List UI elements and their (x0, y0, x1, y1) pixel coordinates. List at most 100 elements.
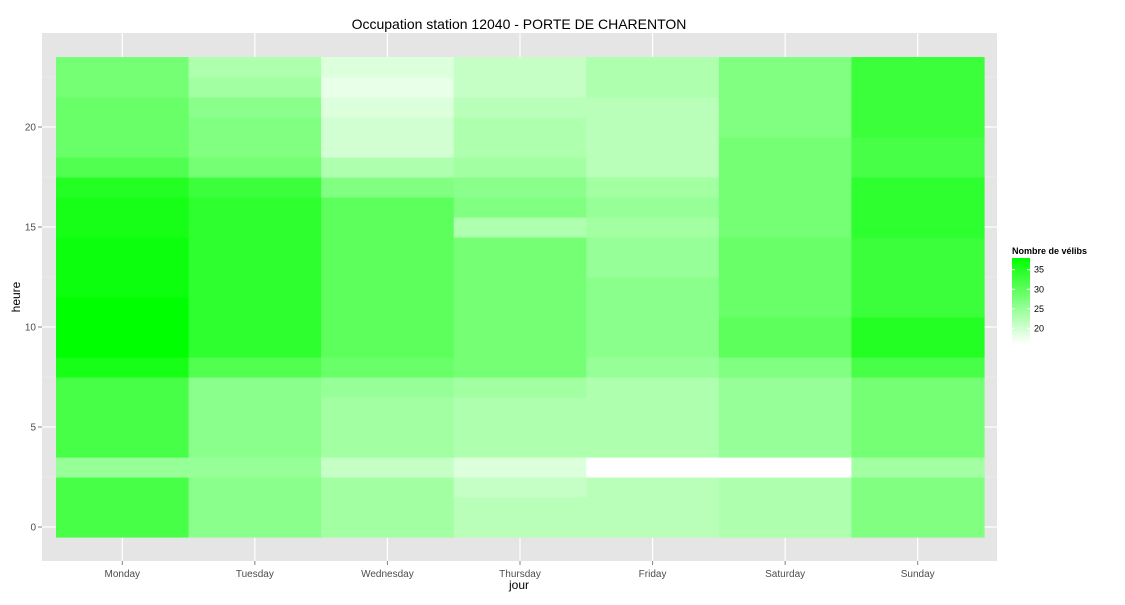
heatmap-cell (56, 397, 190, 418)
heatmap-cell (851, 217, 985, 238)
x-tick-label: Tuesday (236, 569, 274, 580)
heatmap-cell (188, 497, 322, 518)
y-tick-label: 20 (25, 123, 37, 134)
heatmap-cell (56, 317, 190, 338)
heatmap-cell (586, 77, 720, 98)
heatmap-cell (718, 477, 853, 498)
heatmap-cell (851, 77, 985, 98)
heatmap-cell (718, 337, 853, 358)
heatmap-cell (718, 377, 853, 398)
heatmap-cell (586, 237, 720, 258)
heatmap-cell (188, 77, 322, 98)
heatmap-cell (321, 177, 455, 198)
heatmap-cell (56, 377, 190, 398)
heatmap-cell (56, 457, 190, 478)
heatmap-cell (321, 77, 455, 98)
heatmap-cell (851, 257, 985, 278)
y-axis: 0 5 10 15 20 (25, 123, 42, 534)
heatmap-cell (718, 117, 853, 138)
heatmap-cell (718, 217, 853, 238)
heatmap-cell (56, 497, 190, 518)
x-tick-label: Wednesday (361, 569, 414, 580)
heatmap-cell (586, 137, 720, 158)
heatmap-cell (56, 157, 190, 178)
heatmap-cell (56, 97, 190, 118)
heatmap-cell (188, 137, 322, 158)
heatmap-cell (586, 477, 720, 498)
heatmap-cell (718, 317, 853, 338)
heatmap-cell (851, 297, 985, 318)
heatmap-cell (321, 277, 455, 298)
heatmap-cell (321, 297, 455, 318)
heatmap-cell (851, 397, 985, 418)
heatmap-cell (321, 377, 455, 398)
heatmap-cell (453, 437, 587, 458)
heatmap-cell (188, 117, 322, 138)
heatmap-cell (321, 477, 455, 498)
heatmap-cell (56, 57, 190, 78)
heatmap-cell (851, 137, 985, 158)
heatmap-cell (56, 357, 190, 378)
heatmap-cell (321, 217, 455, 238)
y-tick-label: 15 (25, 223, 37, 234)
heatmap-cell (718, 437, 853, 458)
heatmap-cell (453, 57, 587, 78)
heatmap-cell (718, 497, 853, 518)
heatmap-cell (586, 517, 720, 538)
heatmap-cell (718, 397, 853, 418)
heatmap-cell (321, 117, 455, 138)
heatmap-cell (586, 117, 720, 138)
legend-tick-label: 20 (1034, 323, 1044, 333)
heatmap-cell (56, 477, 190, 498)
heatmap-cell (718, 157, 853, 178)
heatmap-cell (453, 317, 587, 338)
heatmap-cell (718, 97, 853, 118)
heatmap-cell (453, 477, 587, 498)
heatmap-cell (321, 197, 455, 218)
heatmap-cell (321, 357, 455, 378)
heatmap-cell (188, 477, 322, 498)
heatmap-cell (851, 237, 985, 258)
heatmap-cell (586, 97, 720, 118)
heatmap-cell (453, 97, 587, 118)
heatmap-cell (453, 397, 587, 418)
x-axis: Monday Tuesday Wednesday Thursday Friday Satu… (104, 561, 935, 580)
heatmap-cell (188, 517, 322, 538)
heatmap-cell (718, 197, 853, 218)
heatmap-cell (188, 457, 322, 478)
heatmap-cell (56, 297, 190, 318)
heatmap-cell (188, 297, 322, 318)
heatmap-cell (586, 497, 720, 518)
heatmap-cell (321, 137, 455, 158)
x-tick-label: Monday (104, 569, 140, 580)
heatmap-cell (453, 117, 587, 138)
heatmap-cell (718, 357, 853, 378)
heatmap-cell (56, 437, 190, 458)
heatmap-cell (851, 57, 985, 78)
heatmap-cell (453, 517, 587, 538)
heatmap-cell (56, 197, 190, 218)
heatmap-cell (718, 297, 853, 318)
heatmap-cell (851, 317, 985, 338)
heatmap-cell (586, 157, 720, 178)
heatmap-cell (188, 97, 322, 118)
y-axis-title: heure (9, 281, 23, 312)
heatmap-cell (321, 517, 455, 538)
heatmap-cell (718, 517, 853, 538)
heatmap-cell (586, 457, 720, 478)
heatmap-cell (718, 137, 853, 158)
heatmap-cell (453, 357, 587, 378)
heatmap-cell (718, 237, 853, 258)
heatmap-cell (188, 377, 322, 398)
legend-tick-label: 25 (1034, 304, 1044, 314)
heatmap-cell (188, 197, 322, 218)
heatmap-cell (56, 177, 190, 198)
color-legend: Nombre de vélibs 20 25 30 35 (1012, 246, 1087, 344)
heatmap-cell (188, 217, 322, 238)
heatmap-cell (586, 297, 720, 318)
x-tick-label: Saturday (765, 569, 805, 580)
heatmap-cell (453, 157, 587, 178)
heatmap-cell (453, 137, 587, 158)
heatmap-cell (851, 157, 985, 178)
